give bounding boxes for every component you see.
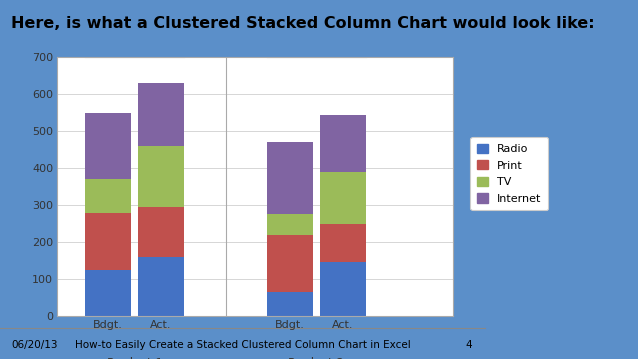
Text: 4: 4: [466, 340, 472, 350]
Bar: [267, 143, 313, 214]
Bar: [138, 83, 184, 146]
Bar: [320, 115, 366, 172]
Bar: [267, 292, 313, 316]
Text: Product 2: Product 2: [288, 356, 345, 359]
Text: How-to Easily Create a Stacked Clustered Column Chart in Excel: How-to Easily Create a Stacked Clustered…: [75, 340, 410, 350]
Bar: [138, 146, 184, 207]
Bar: [320, 172, 366, 224]
Text: Product 1: Product 1: [107, 356, 163, 359]
Bar: [138, 257, 184, 316]
Bar: [85, 270, 131, 316]
Bar: [320, 224, 366, 262]
Bar: [267, 214, 313, 235]
Bar: [85, 113, 131, 179]
Bar: [85, 179, 131, 213]
Text: 06/20/13: 06/20/13: [11, 340, 58, 350]
Bar: [138, 207, 184, 257]
Bar: [320, 262, 366, 316]
Bar: [85, 213, 131, 270]
Bar: [267, 235, 313, 292]
Legend: Radio, Print, TV, Internet: Radio, Print, TV, Internet: [470, 137, 548, 210]
Text: Here, is what a Clustered Stacked Column Chart would look like:: Here, is what a Clustered Stacked Column…: [11, 16, 595, 31]
